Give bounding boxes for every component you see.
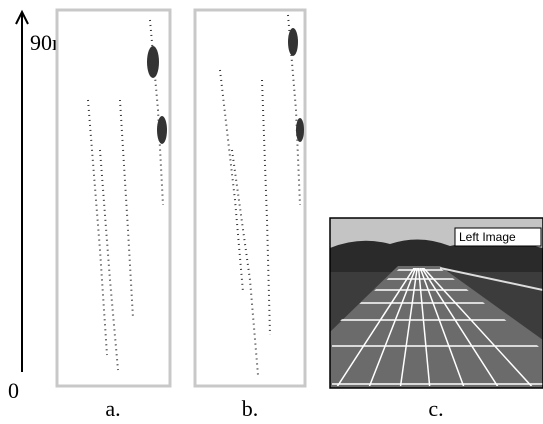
lane-marking [439,267,543,291]
axis-bottom-label: 0 [8,378,19,403]
point-blob [288,28,298,56]
point-trail [87,99,108,356]
point-trail [261,79,271,336]
point-blob [296,118,304,142]
panel-b [193,8,307,388]
grid-columns [334,268,536,386]
point-blob [147,46,159,78]
point-trail [219,69,244,293]
point-blob [157,116,167,144]
image-border [329,217,543,389]
panel-caption: c. [428,396,443,421]
panel-caption: a. [105,396,120,421]
image-road [330,266,543,388]
axis-arrow [15,9,29,25]
point-trail [119,99,134,319]
image-label: Left Image [459,230,516,244]
image-trees [330,239,543,272]
point-trail [99,149,119,371]
image-label-box [454,227,542,247]
image-grid [332,268,543,386]
panel-caption: b. [242,396,259,421]
point-trail [287,14,301,206]
